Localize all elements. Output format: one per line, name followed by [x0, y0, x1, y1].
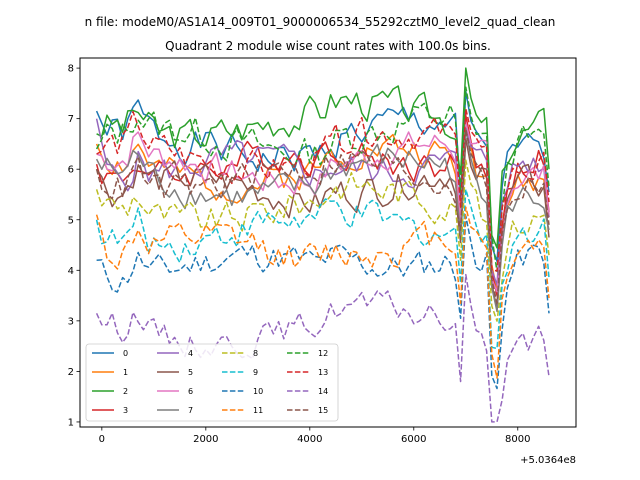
x-tick-label: 4000	[297, 434, 322, 445]
legend-label-12: 12	[318, 349, 328, 358]
legend-label-9: 9	[253, 368, 258, 377]
legend-label-5: 5	[188, 368, 193, 377]
x-tick-label: 8000	[505, 434, 530, 445]
y-tick-label: 6	[68, 165, 74, 176]
series-line-1	[95, 122, 550, 292]
legend-label-11: 11	[253, 406, 263, 415]
series-layer	[95, 67, 550, 423]
y-tick-label: 2	[68, 367, 74, 378]
y-tick-label: 1	[68, 417, 74, 428]
series-line-11	[95, 206, 550, 379]
x-tick-label: 0	[99, 434, 105, 445]
series-line-9	[95, 188, 550, 350]
y-tick-label: 8	[68, 64, 74, 75]
plot-frame	[79, 57, 577, 428]
figure-suptitle: n file: modeM0/AS1A14_009T01_9000006534_…	[85, 15, 556, 29]
series-line-10	[96, 215, 550, 390]
legend-label-10: 10	[253, 387, 263, 396]
series-line-8	[95, 159, 550, 322]
legend-label-8: 8	[253, 349, 258, 358]
legend-label-0: 0	[123, 349, 128, 358]
series-line-13	[96, 108, 550, 272]
legend-box	[85, 343, 339, 422]
legend-label-6: 6	[188, 387, 193, 396]
legend-label-15: 15	[318, 406, 328, 415]
series-line-12	[95, 86, 550, 273]
legend-label-14: 14	[318, 387, 328, 396]
series-line-3	[95, 114, 550, 297]
chart-title: Quadrant 2 module wise count rates with …	[165, 39, 491, 53]
x-tick-label: 2000	[193, 434, 218, 445]
legend-label-1: 1	[123, 368, 128, 377]
series-line-2	[96, 67, 550, 249]
legend-label-13: 13	[318, 368, 328, 377]
y-tick-label: 3	[68, 316, 74, 327]
x-tick-label: 6000	[401, 434, 426, 445]
y-tick-label: 4	[68, 266, 74, 277]
legend-label-2: 2	[123, 387, 128, 396]
y-tick-label: 5	[68, 215, 74, 226]
y-tick-label: 7	[68, 114, 74, 125]
series-line-14	[95, 273, 550, 423]
legend-label-3: 3	[123, 406, 128, 415]
legend-label-4: 4	[188, 349, 193, 358]
legend-label-7: 7	[188, 406, 193, 415]
x-offset-label: +5.0364e8	[520, 455, 576, 466]
series-line-15	[95, 128, 550, 304]
series-line-7	[95, 127, 550, 313]
